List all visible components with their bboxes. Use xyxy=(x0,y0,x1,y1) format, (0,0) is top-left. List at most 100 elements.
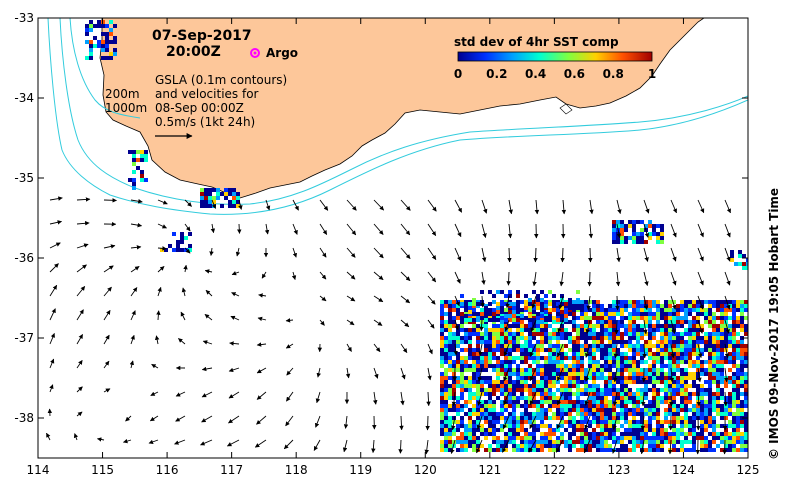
velocity-arrow xyxy=(285,343,294,349)
lon-tick-label: 119 xyxy=(349,463,372,477)
desc-line-3: 08-Sep 00:00Z xyxy=(155,101,244,115)
velocity-arrow xyxy=(229,341,240,346)
velocity-arrow xyxy=(481,199,488,214)
velocity-arrow xyxy=(615,295,620,311)
plot-frame xyxy=(37,17,749,459)
velocity-arrow xyxy=(477,391,483,406)
velocity-arrow xyxy=(501,439,510,453)
velocity-arrow xyxy=(724,319,730,334)
velocity-arrow xyxy=(643,223,650,238)
velocity-arrow xyxy=(502,415,510,430)
velocity-arrow xyxy=(149,415,159,422)
velocity-arrow xyxy=(724,199,731,214)
velocity-arrow xyxy=(103,265,114,273)
velocity-arrow xyxy=(49,332,55,345)
colorbar-tick-label: 0.8 xyxy=(603,67,624,81)
velocity-arrow xyxy=(230,315,240,321)
velocity-arrow xyxy=(724,343,730,359)
velocity-arrow xyxy=(427,247,437,260)
velocity-arrow xyxy=(157,246,167,251)
velocity-arrow xyxy=(697,271,704,286)
velocity-arrow xyxy=(46,432,51,441)
velocity-arrow xyxy=(205,289,213,297)
velocity-arrow xyxy=(49,242,61,249)
velocity-arrow xyxy=(506,271,511,286)
velocity-arrow xyxy=(611,439,618,454)
velocity-arrow xyxy=(231,292,240,297)
velocity-arrow xyxy=(228,391,240,399)
velocity-arrow xyxy=(76,197,91,202)
lon-tick-label: 122 xyxy=(543,463,566,477)
velocity-arrow xyxy=(427,343,433,355)
velocity-arrow xyxy=(49,384,54,393)
velocity-arrow xyxy=(557,319,564,333)
velocity-arrow xyxy=(49,196,63,201)
velocity-arrow xyxy=(257,316,267,322)
velocity-arrow xyxy=(400,367,406,380)
velocity-arrow xyxy=(696,391,701,407)
velocity-arrow xyxy=(285,318,294,323)
velocity-arrow xyxy=(76,309,84,321)
velocity-arrow xyxy=(557,391,564,406)
velocity-arrow xyxy=(342,439,348,453)
velocity-arrow xyxy=(670,247,677,262)
axis-ticks: 114 115 116 117 118 119 120 121 122 123 124 125 -33 -… xyxy=(14,11,759,477)
colorbar-ticks: 0 0.2 0.4 0.6 0.8 1 xyxy=(454,67,656,81)
velocity-arrow xyxy=(557,367,564,382)
lat-tick-label: -33 xyxy=(14,11,34,25)
colorbar-title: std dev of 4hr SST comp xyxy=(454,35,619,49)
velocity-arrow xyxy=(237,223,242,234)
velocity-arrow xyxy=(76,264,87,273)
time-label: 20:00Z xyxy=(166,44,221,60)
velocity-arrow xyxy=(533,247,538,263)
velocity-arrow xyxy=(612,415,618,431)
velocity-arrow xyxy=(587,271,592,287)
velocity-arrow xyxy=(643,199,650,214)
velocity-arrow xyxy=(103,360,110,369)
velocity-arrow xyxy=(697,319,704,334)
velocity-arrow xyxy=(427,223,437,237)
velocity-arrow xyxy=(584,415,591,430)
velocity-arrow xyxy=(481,247,487,263)
velocity-arrow xyxy=(426,391,431,407)
velocity-arrow xyxy=(453,343,458,356)
velocity-arrow xyxy=(76,359,83,369)
velocity-arrow xyxy=(697,247,704,262)
velocity-arrow xyxy=(76,286,86,297)
velocity-arrow xyxy=(670,319,676,334)
velocity-arrow xyxy=(398,439,403,454)
velocity-arrow xyxy=(231,271,240,276)
velocity-arrow xyxy=(556,415,564,430)
velocity-arrow xyxy=(184,247,191,254)
velocity-arrow xyxy=(346,199,357,211)
lat-tick-label: -36 xyxy=(14,251,34,265)
lon-tick-label: 123 xyxy=(607,463,630,477)
velocity-arrow xyxy=(184,199,192,207)
velocity-arrow xyxy=(202,340,213,345)
velocity-arrow xyxy=(400,223,411,236)
contour-inner xyxy=(69,18,141,119)
velocity-arrow xyxy=(561,199,567,215)
colorbar xyxy=(457,51,653,62)
velocity-arrow xyxy=(400,247,411,259)
velocity-arrow xyxy=(507,247,512,263)
velocity-arrow xyxy=(616,247,621,263)
lon-tick-label: 117 xyxy=(220,463,243,477)
velocity-arrow xyxy=(642,343,647,359)
velocity-arrow xyxy=(697,223,704,238)
velocity-arrow xyxy=(584,391,591,406)
velocity-arrow xyxy=(400,199,411,211)
velocity-arrow xyxy=(157,223,167,229)
velocity-arrow xyxy=(643,247,649,262)
velocity-arrow xyxy=(265,199,271,211)
velocity-arrow xyxy=(669,367,675,383)
velocity-arrow xyxy=(643,271,649,287)
velocity-arrow xyxy=(697,343,703,359)
velocity-arrow xyxy=(346,319,355,326)
velocity-arrow xyxy=(261,271,267,279)
lat-tick-label: -34 xyxy=(14,91,34,105)
velocity-arrow xyxy=(505,295,510,309)
velocity-arrow xyxy=(130,245,142,250)
velocity-arrow xyxy=(130,199,143,204)
velocity-arrow xyxy=(157,199,168,205)
